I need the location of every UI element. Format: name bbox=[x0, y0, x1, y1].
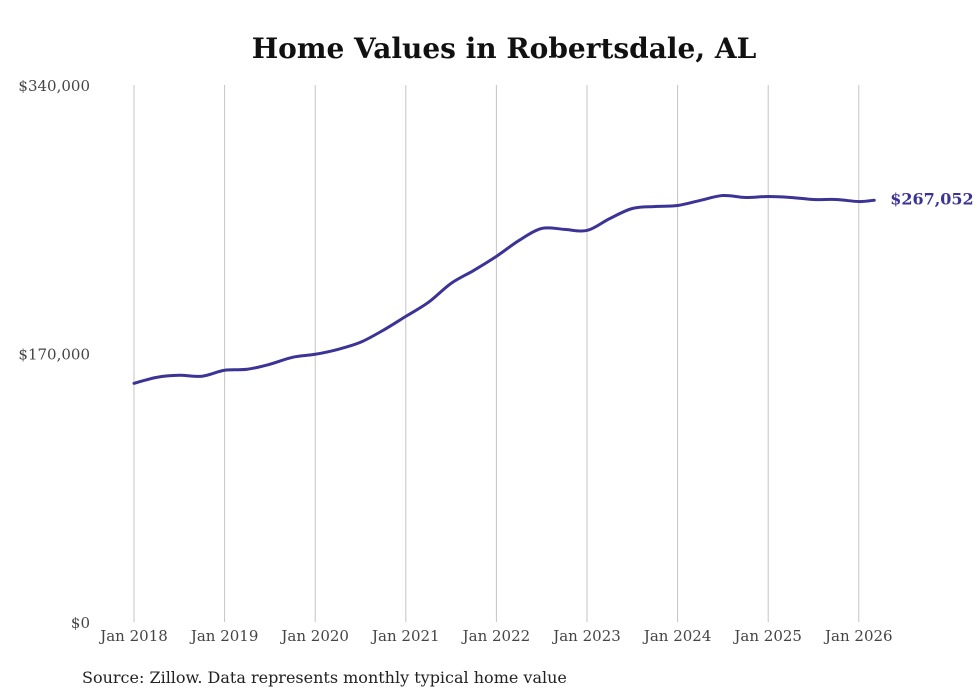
chart-title: Home Values in Robertsdale, AL bbox=[251, 32, 757, 65]
x-tick-label: Jan 2026 bbox=[823, 627, 893, 645]
x-tick-label: Jan 2019 bbox=[189, 627, 259, 645]
y-tick-label: $0 bbox=[71, 614, 90, 632]
end-value-label: $267,052 bbox=[890, 190, 974, 209]
x-tick-label: Jan 2020 bbox=[279, 627, 349, 645]
y-tick-label: $340,000 bbox=[18, 77, 90, 95]
x-tick-label: Jan 2021 bbox=[370, 627, 440, 645]
x-tick-label: Jan 2022 bbox=[461, 627, 531, 645]
source-note: Source: Zillow. Data represents monthly … bbox=[82, 668, 567, 687]
series-line bbox=[132, 193, 876, 385]
x-tick-label: Jan 2023 bbox=[551, 627, 621, 645]
x-tick-label: Jan 2024 bbox=[642, 627, 712, 645]
y-tick-label: $170,000 bbox=[18, 346, 90, 364]
x-tick-label: Jan 2018 bbox=[98, 627, 168, 645]
x-tick-label: Jan 2025 bbox=[732, 627, 802, 645]
